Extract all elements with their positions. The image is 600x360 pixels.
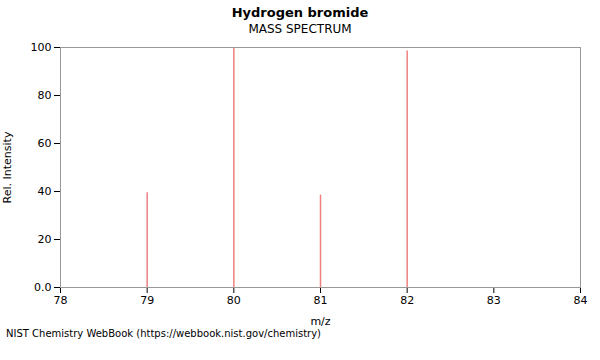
svg-text:78: 78 xyxy=(54,294,68,307)
svg-text:82: 82 xyxy=(400,294,414,307)
svg-text:100: 100 xyxy=(31,41,52,54)
html-text:MASS SPECTRUM: MASS SPECTRUM xyxy=(248,22,352,36)
svg-text:Rel. Intensity: Rel. Intensity xyxy=(1,131,14,203)
svg-text:80: 80 xyxy=(38,89,52,102)
svg-text:80: 80 xyxy=(227,294,241,307)
svg-text:20: 20 xyxy=(38,233,52,246)
svg-text:83: 83 xyxy=(487,294,501,307)
svg-text:60: 60 xyxy=(38,137,52,150)
svg-text:79: 79 xyxy=(140,294,154,307)
svg-text:m/z: m/z xyxy=(310,315,330,328)
html-text:Hydrogen bromide: Hydrogen bromide xyxy=(231,5,369,20)
html-text:NIST Chemistry WebBook (https:: NIST Chemistry WebBook (https://webbook.… xyxy=(6,328,321,339)
svg-text:84: 84 xyxy=(574,294,588,307)
svg-text:40: 40 xyxy=(38,185,52,198)
svg-text:81: 81 xyxy=(314,294,328,307)
svg-text:0.0: 0.0 xyxy=(34,281,52,294)
